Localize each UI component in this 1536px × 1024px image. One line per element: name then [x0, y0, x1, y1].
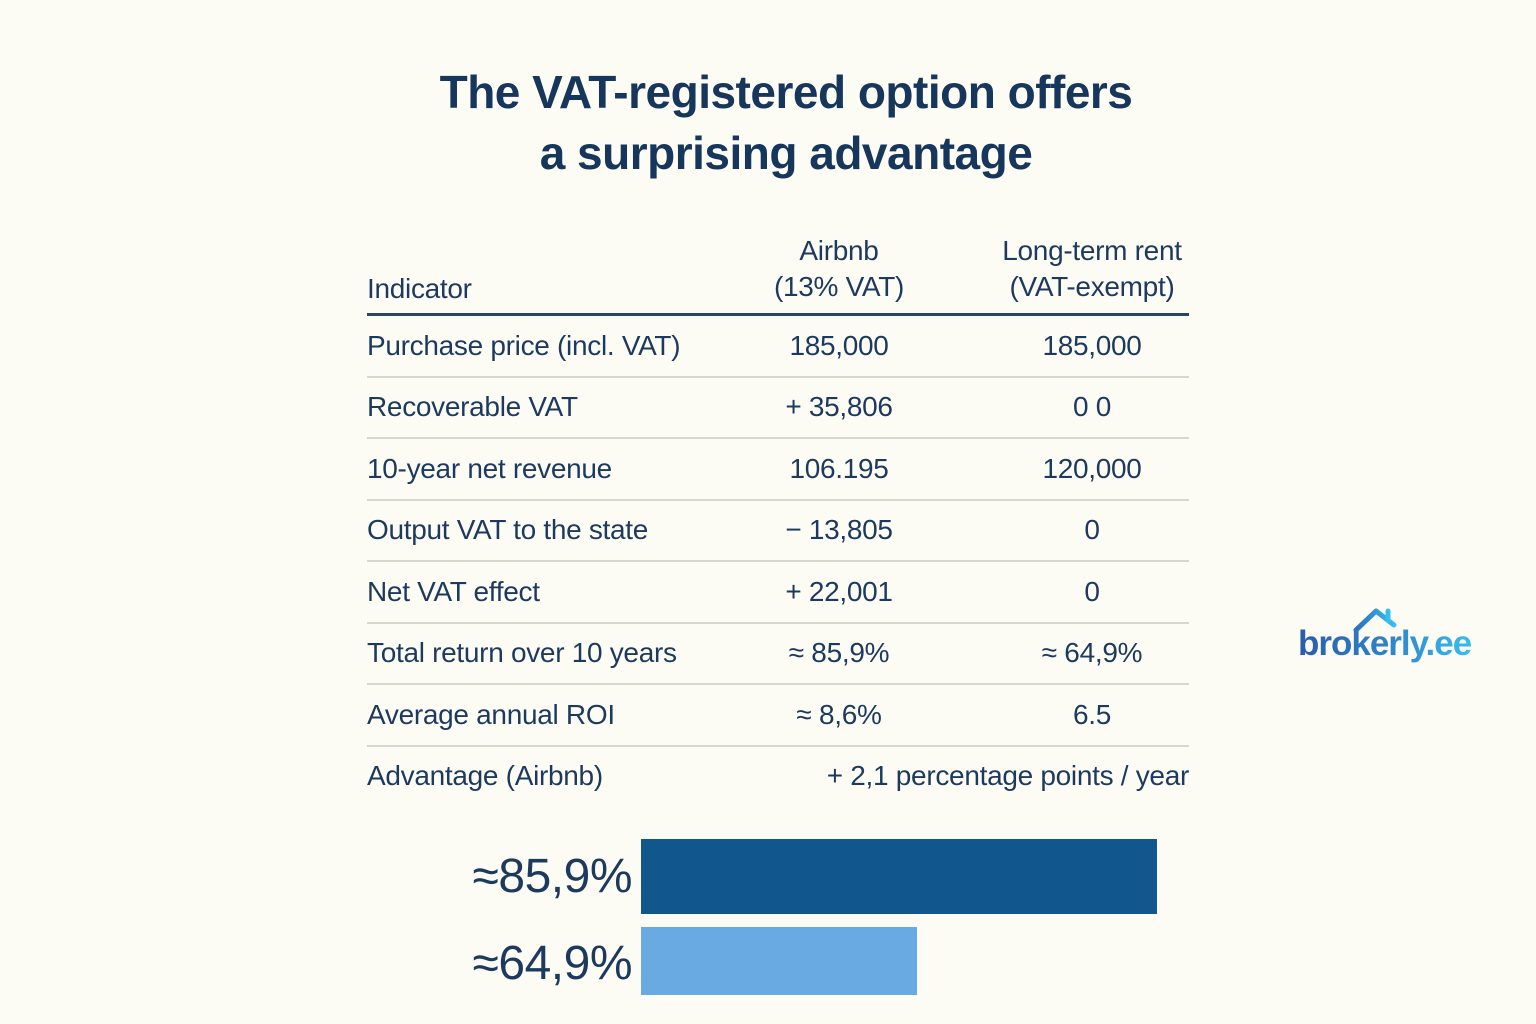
page-title-line2: a surprising advantage — [539, 127, 1033, 179]
house-roof-icon — [1353, 608, 1397, 633]
longterm-value: 120,000 — [1042, 452, 1142, 484]
airbnb-value: + 35,806 — [785, 391, 893, 423]
longterm-value: ≈ 64,9% — [1041, 637, 1143, 669]
comparison-table: Indicator Airbnb (13% VAT) Long-term ren… — [367, 226, 1189, 806]
advantage-value: + 2,1 percentage points / year — [826, 760, 1190, 792]
row-label: Average annual ROI — [367, 698, 615, 730]
bar-label-longterm: ≈64,9% — [472, 937, 633, 990]
airbnb-value: 106.195 — [789, 452, 889, 484]
longterm-value: 0 — [1084, 514, 1100, 546]
airbnb-value: + 22,001 — [785, 575, 893, 607]
brokerly-logo: brokerly.ee — [1298, 624, 1472, 663]
table-row: Net VAT effect + 22,001 0 — [367, 562, 1189, 624]
airbnb-value: ≈ 85,9% — [788, 637, 890, 669]
table-row: Total return over 10 years ≈ 85,9% ≈ 64,… — [367, 624, 1189, 685]
column-header-longterm: Long-term rent (VAT-exempt) — [995, 233, 1189, 305]
longterm-value: 0 0 — [1072, 391, 1112, 423]
airbnb-value: ≈ 8,6% — [796, 698, 882, 730]
column-header-airbnb-line1: Airbnb — [799, 235, 879, 266]
longterm-value: 185,000 — [1042, 329, 1142, 361]
longterm-value: 0 — [1084, 575, 1100, 607]
airbnb-value: − 13,805 — [785, 514, 893, 546]
longterm-value: 6.5 — [1072, 698, 1112, 730]
row-label: Output VAT to the state — [367, 514, 649, 546]
row-label: Recoverable VAT — [367, 391, 578, 423]
table-row: Average annual ROI ≈ 8,6% 6.5 — [367, 685, 1189, 747]
page-title-line1: The VAT-registered option offers — [439, 66, 1133, 118]
table-row-advantage: Advantage (Airbnb) + 2,1 percentage poin… — [367, 747, 1189, 807]
page-title: The VAT-registered option offers a surpr… — [368, 62, 1204, 184]
bar-longterm — [641, 927, 917, 995]
table-row: Purchase price (incl. VAT) 185,000 185,0… — [367, 316, 1189, 378]
row-label: Total return over 10 years — [367, 637, 677, 669]
column-header-airbnb: Airbnb (13% VAT) — [683, 233, 995, 305]
bar-airbnb — [641, 839, 1157, 914]
airbnb-value: 185,000 — [789, 329, 889, 361]
column-header-longterm-line2: (VAT-exempt) — [1009, 271, 1175, 302]
column-header-airbnb-line2: (13% VAT) — [773, 271, 905, 302]
row-label: 10-year net revenue — [367, 452, 612, 484]
table-header-row: Indicator Airbnb (13% VAT) Long-term ren… — [367, 226, 1189, 316]
column-header-indicator: Indicator — [367, 273, 472, 304]
row-label: Purchase price (incl. VAT) — [367, 329, 681, 361]
column-header-longterm-line1: Long-term rent — [1002, 235, 1182, 266]
row-label: Advantage (Airbnb) — [367, 760, 603, 792]
row-label: Net VAT effect — [367, 575, 540, 607]
table-row: 10-year net revenue 106.195 120,000 — [367, 439, 1189, 501]
table-row: Output VAT to the state − 13,805 0 — [367, 501, 1189, 562]
bar-label-airbnb: ≈85,9% — [472, 850, 633, 903]
table-row: Recoverable VAT + 35,806 0 0 — [367, 378, 1189, 439]
